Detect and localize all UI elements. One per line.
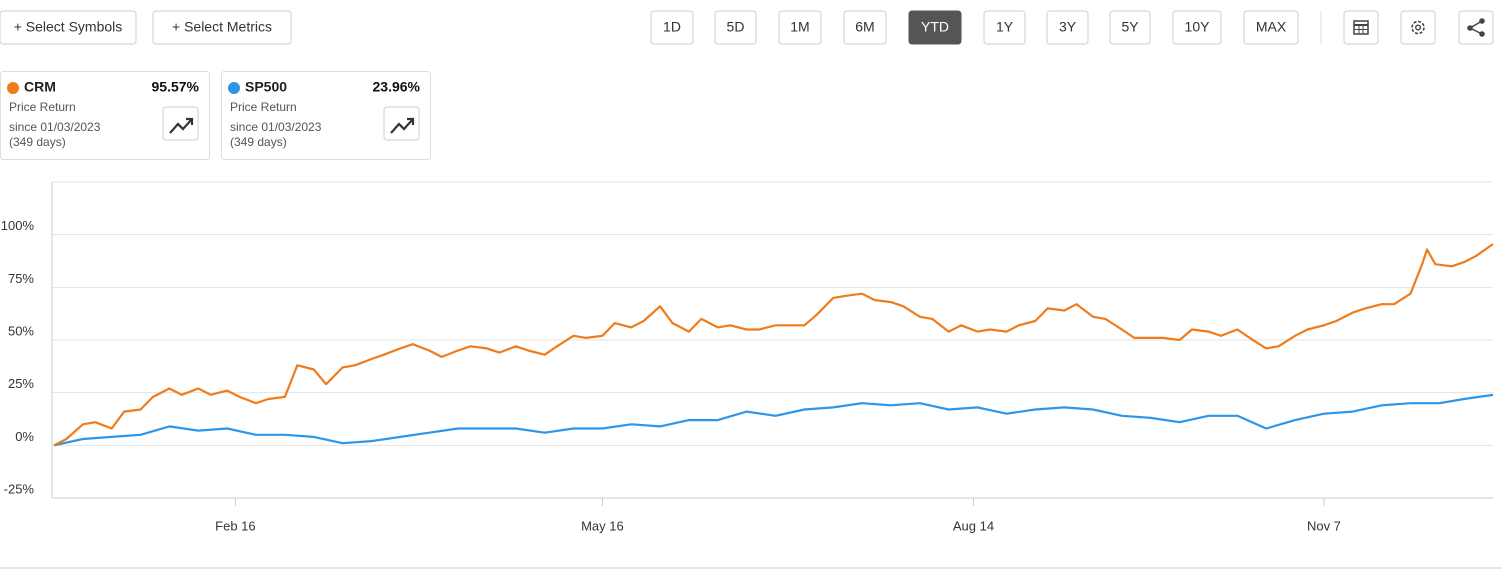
range-label: 6M <box>855 19 874 35</box>
card-return: 95.57% <box>152 79 200 95</box>
range-button[interactable]: 1D <box>650 10 694 45</box>
button-frame <box>983 10 1026 45</box>
x-tick-label: Feb 16 <box>215 518 255 533</box>
range-button[interactable]: 5Y <box>1109 10 1151 45</box>
trend-icon <box>390 117 415 134</box>
legend-dot <box>228 82 240 94</box>
card-metric: Price Return <box>9 100 76 114</box>
chart-type-button[interactable] <box>162 106 199 141</box>
button-frame <box>152 10 292 45</box>
card-frame <box>0 71 210 160</box>
series-line <box>53 393 1494 447</box>
range-label: YTD <box>921 19 949 35</box>
button-frame <box>778 10 822 45</box>
range-button[interactable]: 1Y <box>983 10 1026 45</box>
range-label: 1D <box>663 19 681 35</box>
toolbar-button[interactable]: + Select Symbols <box>0 10 137 45</box>
button-frame <box>0 10 137 45</box>
button-frame <box>843 10 887 45</box>
card-days: (349 days) <box>9 135 66 149</box>
settings-button[interactable] <box>1400 10 1436 45</box>
range-button[interactable]: 3Y <box>1046 10 1089 45</box>
toolbar-button[interactable]: + Select Metrics <box>152 10 292 45</box>
card-frame <box>221 71 431 160</box>
summary-card: CRM 95.57% Price Return since 01/03/2023(34… <box>0 71 210 160</box>
range-button[interactable]: 6M <box>843 10 887 45</box>
button-frame <box>1046 10 1089 45</box>
card-return: 23.96% <box>373 79 421 95</box>
range-label: 10Y <box>1185 19 1211 35</box>
summary-card: SP500 23.96% Price Return since 01/03/2023(… <box>221 71 431 160</box>
trend-icon <box>169 117 194 134</box>
legend-name: SP500 <box>245 79 287 95</box>
x-tick-label: Aug 14 <box>953 518 994 533</box>
range-label: 1M <box>790 19 809 35</box>
range-button[interactable]: 5D <box>714 10 757 45</box>
range-label: 5Y <box>1121 19 1139 35</box>
y-tick-label: -25% <box>4 481 35 496</box>
y-tick-label: 50% <box>8 323 34 338</box>
x-tick-label: Nov 7 <box>1307 518 1341 533</box>
button-frame <box>1243 10 1299 45</box>
button-frame <box>908 10 962 45</box>
button-frame <box>1109 10 1151 45</box>
range-label: 3Y <box>1059 19 1077 35</box>
chart-type-button[interactable] <box>383 106 420 141</box>
range-button[interactable]: MAX <box>1243 10 1299 45</box>
series-line <box>53 243 1494 447</box>
button-frame <box>650 10 694 45</box>
y-tick-label: 0% <box>15 429 34 444</box>
card-days: (349 days) <box>230 135 287 149</box>
card-since: since 01/03/2023 <box>9 120 101 134</box>
range-label: 1Y <box>996 19 1014 35</box>
table-view-button[interactable] <box>1343 10 1379 45</box>
button-label: + Select Metrics <box>172 19 272 35</box>
button-label: + Select Symbols <box>14 19 123 35</box>
share-button[interactable] <box>1458 10 1494 45</box>
x-tick-label: May 16 <box>581 518 624 533</box>
y-tick-label: 100% <box>1 218 35 233</box>
legend-dot <box>7 82 19 94</box>
legend-name: CRM <box>24 79 56 95</box>
card-metric: Price Return <box>230 100 297 114</box>
range-button[interactable]: YTD <box>908 10 962 45</box>
range-button[interactable]: 1M <box>778 10 822 45</box>
y-tick-label: 75% <box>8 271 34 286</box>
button-frame <box>1172 10 1222 45</box>
range-label: MAX <box>1256 19 1287 35</box>
card-since: since 01/03/2023 <box>230 120 322 134</box>
button-frame <box>714 10 757 45</box>
range-button[interactable]: 10Y <box>1172 10 1222 45</box>
range-label: 5D <box>727 19 745 35</box>
y-tick-label: 25% <box>8 376 34 391</box>
